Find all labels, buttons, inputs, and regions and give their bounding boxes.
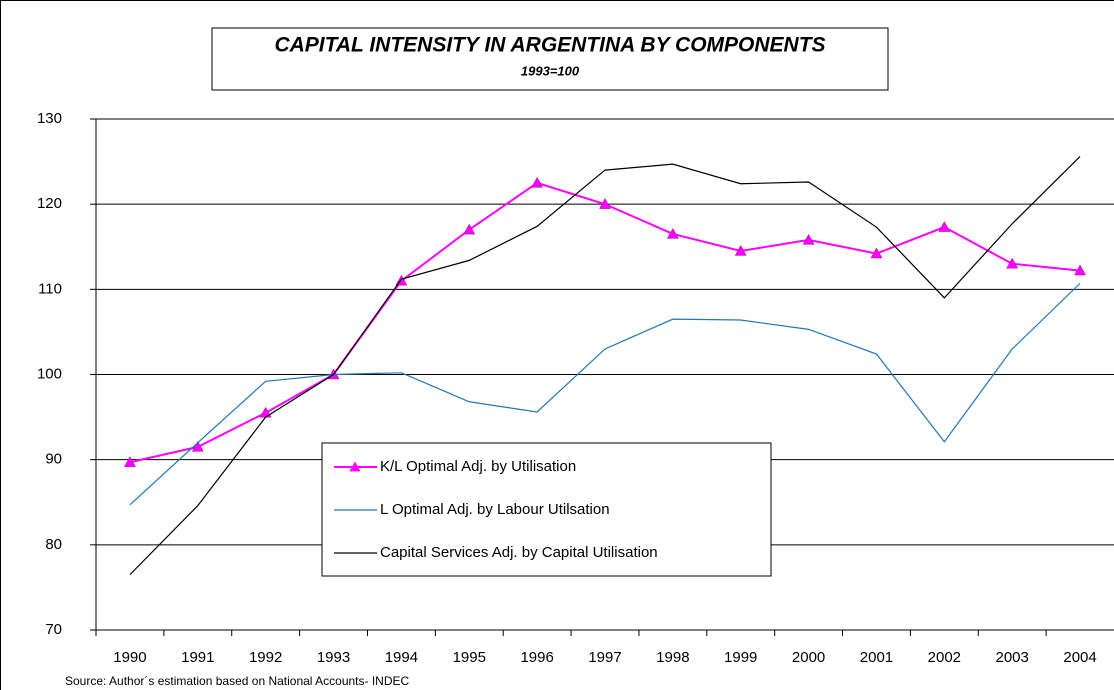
y-tick-label: 120 bbox=[37, 195, 62, 212]
y-tick-label: 130 bbox=[37, 110, 62, 127]
y-tick-label: 90 bbox=[45, 451, 62, 468]
x-tick-label: 1994 bbox=[385, 649, 418, 666]
point-marker bbox=[599, 198, 611, 209]
series-line bbox=[129, 181, 1081, 464]
point-marker bbox=[802, 233, 815, 245]
legend-box bbox=[321, 442, 772, 577]
x-tick-label: 1997 bbox=[588, 649, 621, 666]
point-marker bbox=[463, 223, 476, 235]
x-tick-label: 2003 bbox=[996, 649, 1029, 666]
x-tick-label: 2001 bbox=[860, 649, 893, 666]
y-tick-label: 100 bbox=[37, 365, 62, 382]
point-marker bbox=[191, 440, 204, 452]
y-tick-label: 80 bbox=[45, 536, 62, 553]
series-line bbox=[129, 282, 1081, 506]
point-marker bbox=[531, 176, 544, 188]
legend-marker bbox=[349, 461, 361, 472]
series-line bbox=[129, 156, 1081, 576]
x-tick-label: 1999 bbox=[724, 649, 757, 666]
y-tick-label: 70 bbox=[45, 621, 62, 638]
title-box bbox=[211, 27, 889, 91]
legend-label: Capital Services Adj. by Capital Utilisa… bbox=[380, 544, 658, 561]
x-tick-label: 2002 bbox=[928, 649, 961, 666]
chart-title: CAPITAL INTENSITY IN ARGENTINA BY COMPON… bbox=[274, 34, 825, 57]
point-marker bbox=[734, 244, 747, 256]
point-marker bbox=[1006, 257, 1019, 269]
legend-label: K/L Optimal Adj. by Utilisation bbox=[380, 458, 576, 475]
x-tick-label: 1998 bbox=[656, 649, 689, 666]
x-tick-label: 1995 bbox=[453, 649, 486, 666]
chart-subtitle: 1993=100 bbox=[521, 63, 580, 78]
x-tick-label: 1991 bbox=[181, 649, 214, 666]
x-tick-label: 1990 bbox=[113, 649, 146, 666]
point-marker bbox=[870, 247, 883, 259]
x-tick-label: 1996 bbox=[520, 649, 553, 666]
point-marker bbox=[938, 221, 951, 232]
point-marker bbox=[666, 227, 679, 239]
x-tick-label: 1992 bbox=[249, 649, 282, 666]
x-tick-label: 2000 bbox=[792, 649, 825, 666]
point-marker bbox=[1074, 264, 1086, 276]
point-marker bbox=[124, 456, 136, 467]
x-tick-label: 2004 bbox=[1063, 649, 1096, 666]
y-tick-label: 110 bbox=[38, 280, 62, 297]
source-note: Source: Author´s estimation based on Nat… bbox=[65, 674, 410, 688]
x-tick-label: 1993 bbox=[317, 649, 350, 666]
point-marker bbox=[259, 406, 272, 418]
legend-label: L Optimal Adj. by Labour Utilsation bbox=[380, 501, 610, 518]
